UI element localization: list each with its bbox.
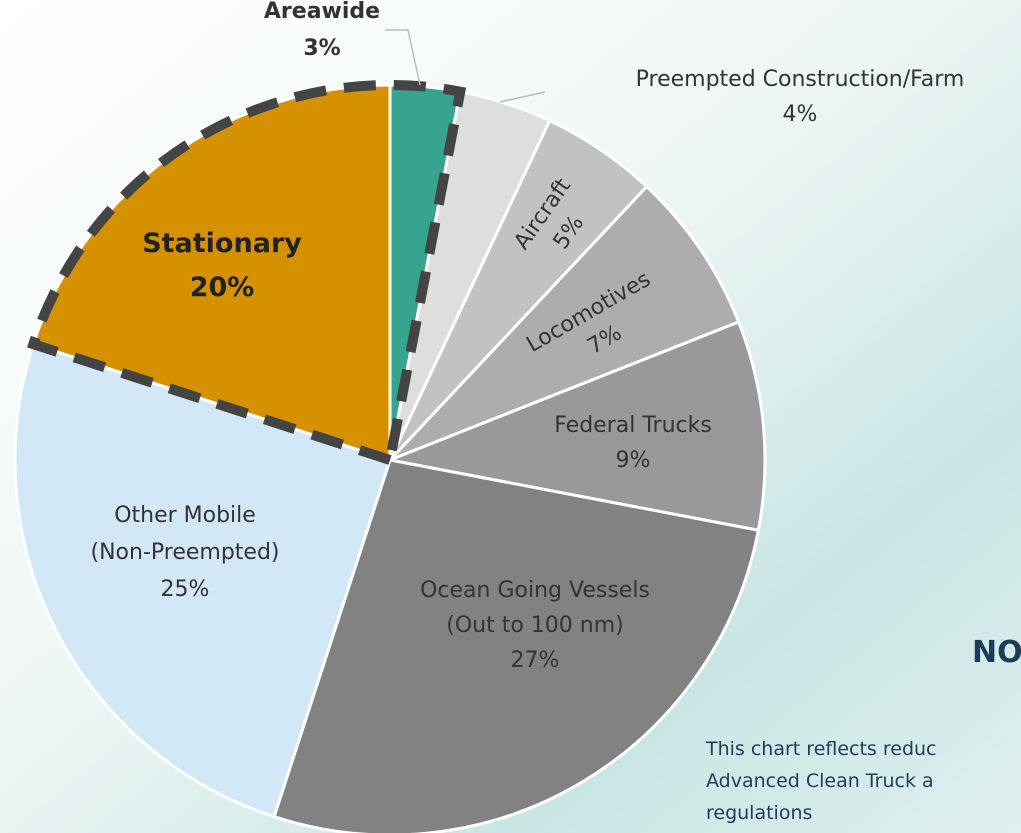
slice-name: (Out to 100 nm): [446, 613, 623, 638]
slice-value-label: 3%: [303, 36, 340, 61]
slice-value-label: 25%: [161, 577, 210, 602]
slice-label: Preempted Construction/Farm 4%: [636, 67, 965, 127]
slice-value-label: 4%: [783, 102, 818, 127]
slice-name: Preempted Construction/Farm: [636, 67, 965, 92]
note-line: Advanced Clean Truck a: [706, 770, 934, 792]
slice-label: Stationary 20%: [142, 228, 302, 303]
note-line: This chart reflects reduc: [705, 738, 937, 760]
slice-name: Other Mobile: [114, 503, 256, 528]
leader-line: [385, 29, 421, 86]
slice-value-label: 9%: [616, 448, 651, 473]
pie-slice: [272, 458, 761, 833]
slice-name: Federal Trucks: [554, 413, 712, 438]
slice-label: Areawide 3%: [264, 0, 380, 61]
slice-name: Ocean Going Vessels: [420, 578, 650, 603]
leader-line: [499, 91, 546, 103]
side-heading: NO: [972, 635, 1021, 670]
slice-value-label: 27%: [511, 648, 560, 673]
slice-label: Other Mobile (Non-Preempted) 25%: [91, 503, 280, 602]
slice-value-label: 20%: [190, 272, 255, 303]
slice-label: Federal Trucks 9%: [554, 413, 712, 473]
slice-name: Areawide: [264, 0, 380, 24]
pie-slice: [13, 342, 392, 819]
pie-slice: [388, 184, 741, 462]
note-line: regulations: [706, 802, 812, 824]
slice-label: Ocean Going Vessels (Out to 100 nm) 27%: [420, 578, 650, 673]
slice-name: Stationary: [142, 228, 302, 259]
pie-slice: [384, 320, 767, 533]
slice-name: (Non-Preempted): [91, 540, 280, 565]
